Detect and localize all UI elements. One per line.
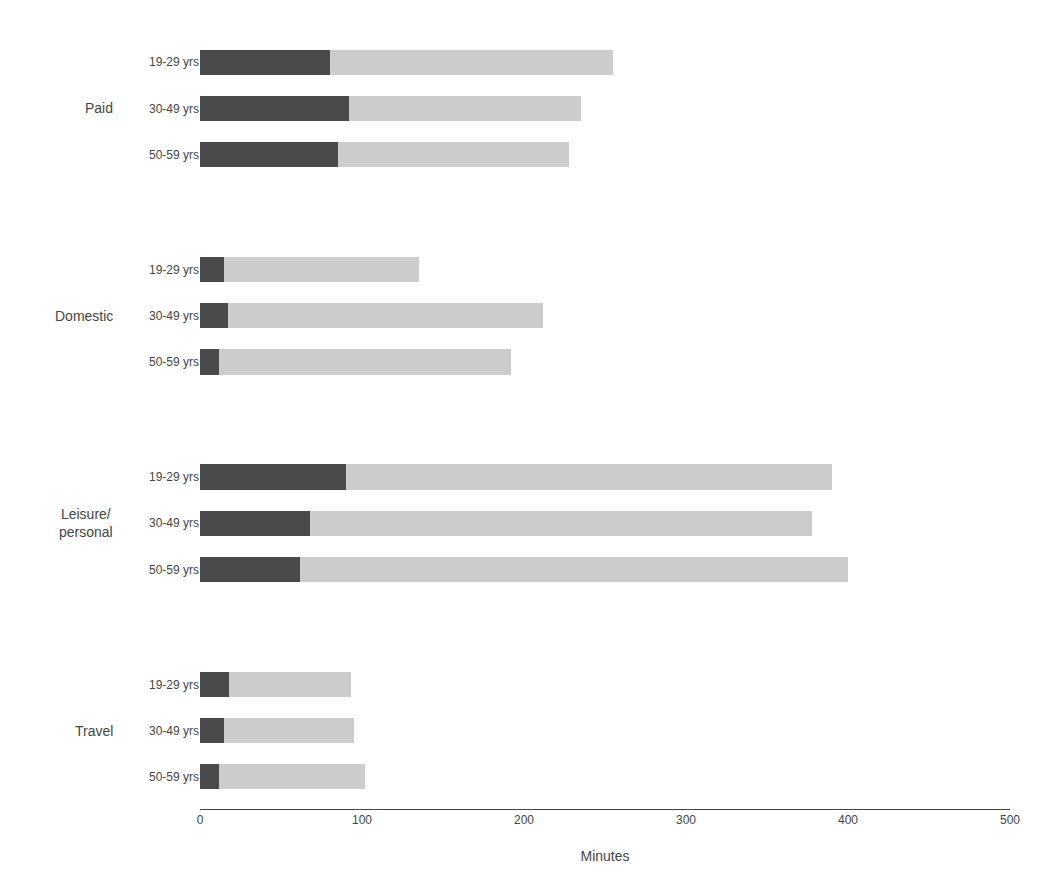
svg-text:Leisure/personal: Leisure/personal	[59, 506, 113, 540]
svg-text:19-29 yrs: 19-29 yrs	[149, 678, 199, 692]
svg-text:50-59 yrs: 50-59 yrs	[149, 148, 199, 162]
svg-text:19-29 yrs: 19-29 yrs	[149, 55, 199, 69]
svg-text:50-59 yrs: 50-59 yrs	[149, 563, 199, 577]
svg-text:30-49 yrs: 30-49 yrs	[149, 516, 199, 530]
svg-text:Minutes: Minutes	[580, 848, 629, 864]
svg-text:50-59 yrs: 50-59 yrs	[149, 355, 199, 369]
svg-text:30-49 yrs: 30-49 yrs	[149, 724, 199, 738]
svg-text:100: 100	[352, 813, 372, 827]
svg-text:0: 0	[197, 813, 204, 827]
svg-text:30-49 yrs: 30-49 yrs	[149, 102, 199, 116]
svg-text:30-49 yrs: 30-49 yrs	[149, 309, 199, 323]
svg-text:50-59 yrs: 50-59 yrs	[149, 770, 199, 784]
svg-text:400: 400	[838, 813, 858, 827]
svg-text:19-29 yrs: 19-29 yrs	[149, 470, 199, 484]
svg-text:200: 200	[514, 813, 534, 827]
svg-text:300: 300	[676, 813, 696, 827]
svg-text:Paid: Paid	[85, 100, 113, 116]
svg-text:Domestic: Domestic	[55, 308, 113, 324]
svg-text:Travel: Travel	[75, 723, 113, 739]
svg-text:19-29 yrs: 19-29 yrs	[149, 263, 199, 277]
svg-text:500: 500	[1000, 813, 1020, 827]
